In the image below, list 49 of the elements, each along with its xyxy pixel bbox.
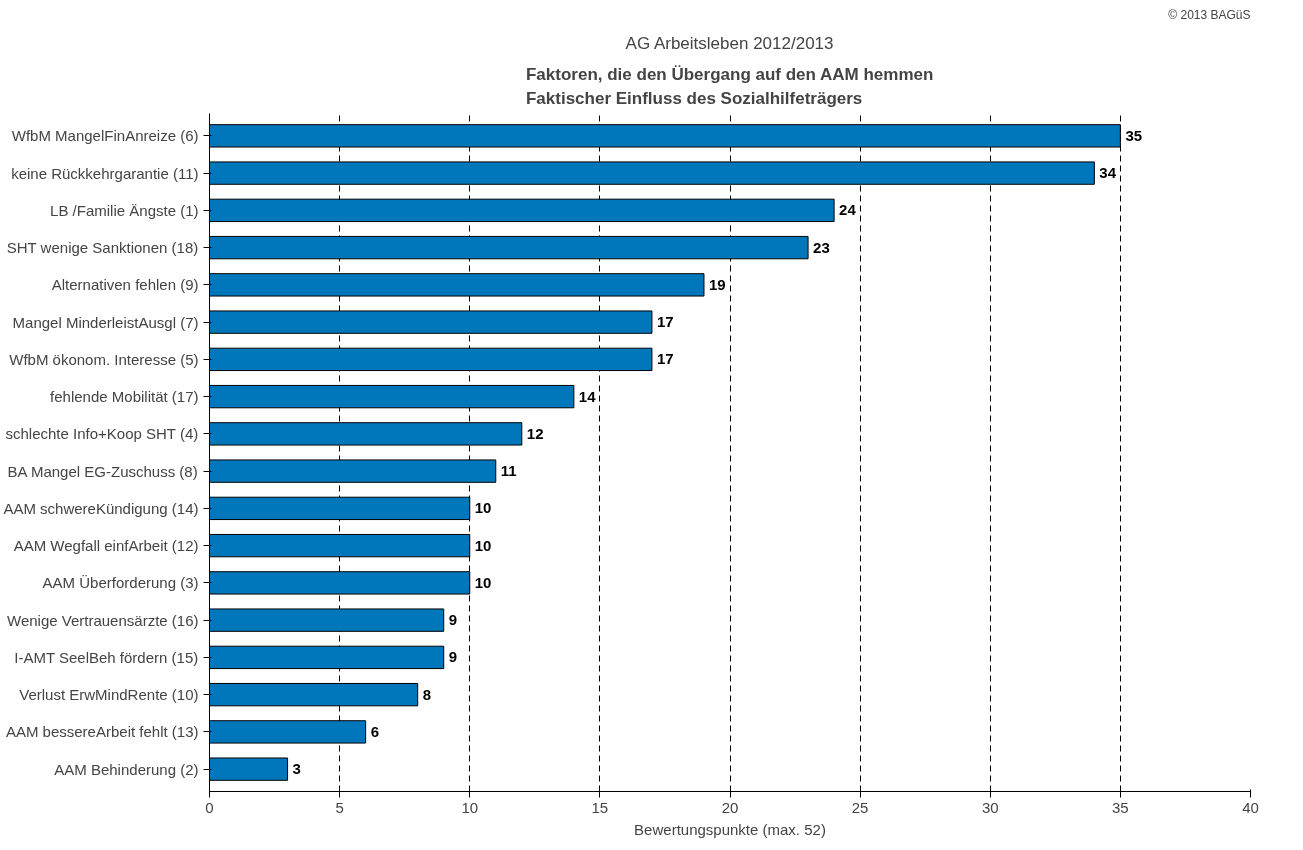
x-tick-label: 20 [721,798,739,816]
data-label: 8 [422,685,432,703]
x-tick-label: 10 [461,798,479,816]
data-label: 35 [1125,126,1143,144]
x-tick-label: 5 [335,798,344,816]
y-tick-label: WfbM MangelFinAnreize (6) [11,127,199,145]
data-label: 34 [1099,164,1117,182]
data-label: 19 [708,275,726,293]
data-label: 17 [656,313,674,331]
x-tick-label: 30 [981,798,999,816]
data-label: 11 [500,462,517,480]
data-label: 14 [578,387,597,405]
text: © 2013 BAGüS [1168,7,1251,22]
y-tick-label: LB /Familie Ängste (1) [50,201,199,219]
y-tick-label: AAM bessereArbeit fehlt (13) [5,723,199,741]
x-tick-label: 15 [591,798,609,816]
chart-title: AG Arbeitsleben 2012/2013 [625,33,834,53]
y-tick-label: fehlende Mobilität (17) [50,388,199,406]
x-tick-label: 35 [1112,798,1129,816]
y-tick-label: keine Rückkehrgarantie (11) [11,164,199,182]
x-tick-label: 40 [1242,798,1259,816]
data-label: 3 [292,760,301,778]
y-tick-label: AAM schwereKündigung (14) [3,499,199,517]
data-label: 10 [474,499,492,517]
y-tick-label: WfbM ökonom. Interesse (5) [9,350,199,368]
y-tick-label: BA Mangel EG-Zuschuss (8) [7,462,198,480]
y-tick-label: Mangel MinderleistAusgl (7) [12,313,199,331]
data-label: 24 [839,201,857,219]
data-label: 12 [526,424,544,442]
data-label: 10 [474,573,492,591]
data-label: 23 [813,238,830,256]
y-tick-label: SHT wenige Sanktionen (18) [6,239,199,257]
y-tick-label: AAM Wegfall einfArbeit (12) [13,537,199,555]
chart-subtitle: Faktoren, die den Übergang auf den AAM hemmen Faktischer Einfluss des Sozialhilfeträgers [525,64,934,109]
y-tick-label: schlechte Info+Koop SHT (4) [5,425,199,443]
y-tick-label: Verlust ErwMindRente (10) [19,686,199,704]
data-label: 9 [448,611,458,629]
y-tick-label: AAM Überforderung (3) [42,574,199,592]
data-label: 6 [370,722,379,740]
x-tick-label: 0 [205,798,214,816]
y-tick-label: I-AMT SeelBeh fördern (15) [14,648,199,666]
y-tick-label: AAM Behinderung (2) [54,760,199,778]
x-tick-label: 25 [851,798,869,816]
data-label: 17 [656,350,674,368]
y-tick-label: Wenige Vertrauensärzte (16) [7,611,199,629]
data-label: 9 [448,648,458,666]
data-label: 10 [474,536,492,554]
x-axis-title: Bewertungspunkte (max. 52) [634,820,826,838]
y-tick-label: Alternativen fehlen (9) [51,276,199,294]
